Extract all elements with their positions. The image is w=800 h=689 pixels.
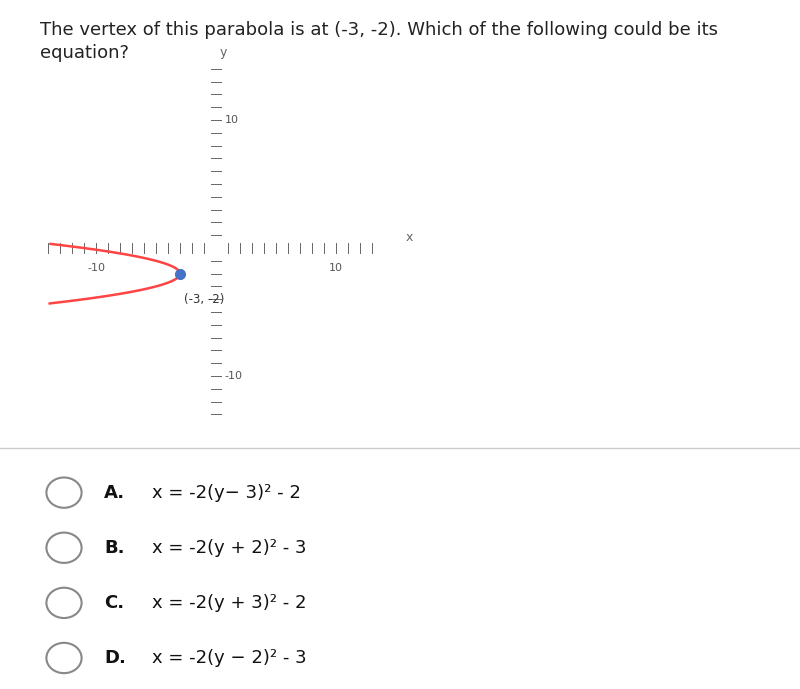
Text: x = -2(y + 3)² - 2: x = -2(y + 3)² - 2: [152, 594, 306, 612]
Text: x = -2(y− 3)² - 2: x = -2(y− 3)² - 2: [152, 484, 301, 502]
Text: -10: -10: [87, 263, 105, 274]
Text: The vertex of this parabola is at (-3, -2). Which of the following could be its
: The vertex of this parabola is at (-3, -…: [40, 21, 718, 62]
Text: x: x: [406, 232, 413, 244]
Text: (-3, -2): (-3, -2): [184, 293, 224, 306]
Text: D.: D.: [104, 649, 126, 667]
Text: 10: 10: [329, 263, 343, 274]
Text: 10: 10: [224, 115, 238, 125]
Text: -10: -10: [224, 371, 242, 381]
Text: C.: C.: [104, 594, 124, 612]
Text: x = -2(y + 2)² - 3: x = -2(y + 2)² - 3: [152, 539, 306, 557]
Text: y: y: [219, 46, 227, 59]
Text: x = -2(y − 2)² - 3: x = -2(y − 2)² - 3: [152, 649, 306, 667]
Text: A.: A.: [104, 484, 125, 502]
Text: B.: B.: [104, 539, 125, 557]
